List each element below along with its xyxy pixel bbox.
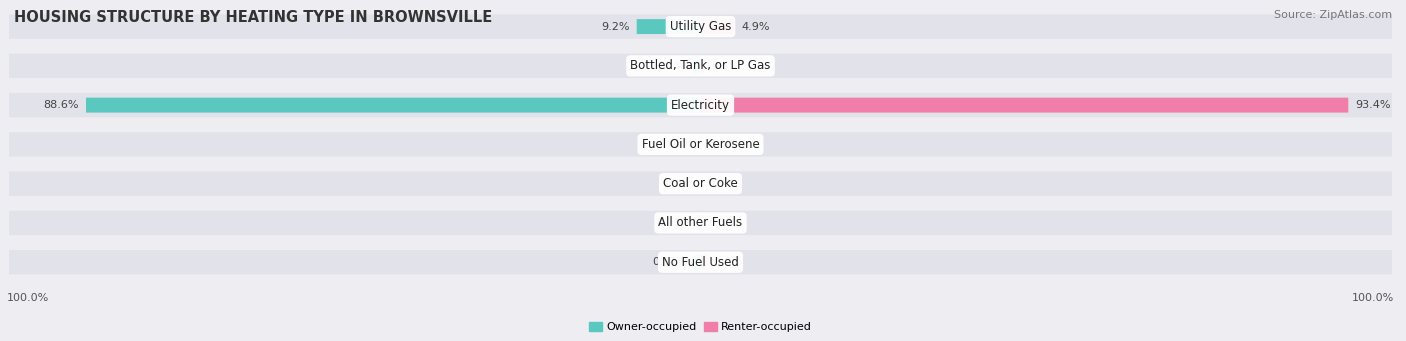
FancyBboxPatch shape [8, 211, 1392, 235]
Text: No Fuel Used: No Fuel Used [662, 256, 740, 269]
Text: 9.2%: 9.2% [602, 21, 630, 32]
Text: 88.6%: 88.6% [44, 100, 79, 110]
FancyBboxPatch shape [695, 255, 700, 270]
Text: 0.08%: 0.08% [709, 139, 744, 149]
Text: 0.0%: 0.0% [665, 179, 693, 189]
Text: 100.0%: 100.0% [1351, 293, 1395, 303]
FancyBboxPatch shape [86, 98, 700, 113]
Text: Utility Gas: Utility Gas [669, 20, 731, 33]
FancyBboxPatch shape [8, 250, 1392, 275]
FancyBboxPatch shape [8, 93, 1392, 117]
FancyBboxPatch shape [8, 132, 1392, 157]
Text: 1.0%: 1.0% [714, 257, 742, 267]
Text: 1.1%: 1.1% [658, 61, 686, 71]
Text: HOUSING STRUCTURE BY HEATING TYPE IN BROWNSVILLE: HOUSING STRUCTURE BY HEATING TYPE IN BRO… [14, 10, 492, 25]
Text: Source: ZipAtlas.com: Source: ZipAtlas.com [1274, 10, 1392, 20]
Text: 93.4%: 93.4% [1355, 100, 1391, 110]
FancyBboxPatch shape [693, 58, 700, 73]
Text: Coal or Coke: Coal or Coke [664, 177, 738, 190]
FancyBboxPatch shape [637, 19, 700, 34]
Text: 0.21%: 0.21% [657, 218, 692, 228]
FancyBboxPatch shape [700, 255, 707, 270]
Text: 0.0%: 0.0% [707, 179, 735, 189]
FancyBboxPatch shape [700, 98, 1348, 113]
Text: All other Fuels: All other Fuels [658, 217, 742, 229]
Text: 100.0%: 100.0% [7, 293, 49, 303]
FancyBboxPatch shape [700, 58, 704, 73]
Legend: Owner-occupied, Renter-occupied: Owner-occupied, Renter-occupied [585, 317, 817, 337]
FancyBboxPatch shape [700, 19, 734, 34]
FancyBboxPatch shape [699, 216, 700, 231]
Text: 0.03%: 0.03% [658, 139, 693, 149]
Text: 4.9%: 4.9% [741, 21, 770, 32]
Text: 0.6%: 0.6% [711, 61, 740, 71]
Text: Bottled, Tank, or LP Gas: Bottled, Tank, or LP Gas [630, 59, 770, 72]
Text: Electricity: Electricity [671, 99, 730, 112]
Text: 0.11%: 0.11% [709, 218, 744, 228]
Text: 0.87%: 0.87% [652, 257, 688, 267]
Text: Fuel Oil or Kerosene: Fuel Oil or Kerosene [641, 138, 759, 151]
FancyBboxPatch shape [8, 54, 1392, 78]
FancyBboxPatch shape [8, 14, 1392, 39]
FancyBboxPatch shape [8, 172, 1392, 196]
